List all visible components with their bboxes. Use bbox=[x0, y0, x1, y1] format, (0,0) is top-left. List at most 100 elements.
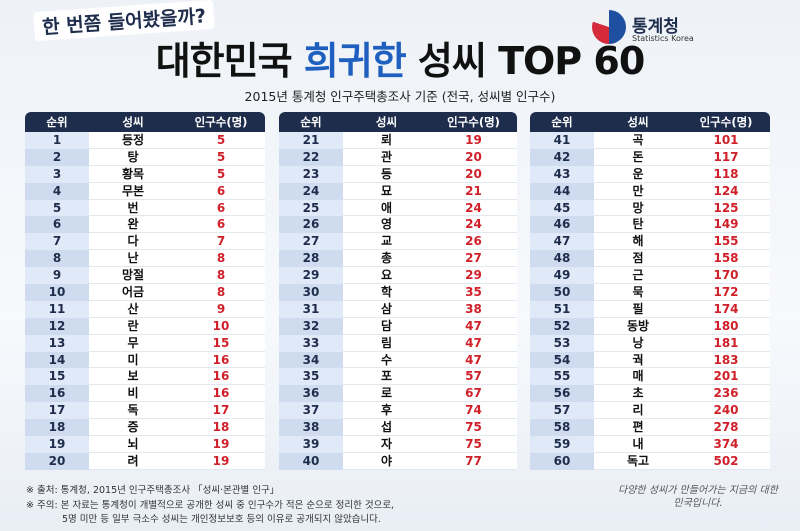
population: 24 bbox=[465, 200, 482, 215]
table-row: 36 로 67 bbox=[279, 385, 517, 403]
rank: 12 bbox=[25, 317, 89, 335]
table-row: 34 수 47 bbox=[279, 351, 517, 369]
rank: 59 bbox=[530, 436, 594, 453]
surname: 동방 bbox=[626, 318, 650, 333]
surname: 황목 bbox=[121, 166, 145, 181]
population: 7 bbox=[216, 234, 226, 249]
rank: 54 bbox=[530, 351, 594, 369]
surname: 궉 bbox=[632, 352, 644, 367]
surname: 곡 bbox=[632, 133, 644, 147]
note: ※ 주의: 본 자료는 통계청이 개별적으로 공개한 성씨 중 인구수가 적은 … bbox=[26, 500, 395, 511]
surname: 관 bbox=[380, 149, 393, 164]
population: 158 bbox=[713, 251, 739, 266]
table-row: 52 동방 180 bbox=[530, 317, 770, 335]
table-row: 7 다 7 bbox=[25, 233, 265, 251]
surname: 낭 bbox=[632, 335, 644, 350]
title: 대한민국 희귀한 성씨 TOP 60 bbox=[0, 30, 800, 85]
rank: 45 bbox=[530, 199, 594, 217]
rank: 15 bbox=[25, 368, 89, 386]
population: 15 bbox=[212, 335, 230, 350]
logo-english: Statistics Korea bbox=[632, 34, 694, 43]
rank: 41 bbox=[530, 132, 594, 149]
rank: 14 bbox=[25, 351, 89, 369]
table-row: 15 보 16 bbox=[25, 368, 265, 386]
rank: 11 bbox=[25, 300, 89, 318]
table-row: 25 애 24 bbox=[279, 199, 517, 217]
rank: 38 bbox=[279, 419, 343, 437]
rank: 16 bbox=[25, 385, 89, 403]
surname: 편 bbox=[632, 420, 644, 435]
population: 170 bbox=[713, 268, 739, 283]
population: 16 bbox=[212, 352, 230, 367]
surname: 보 bbox=[127, 369, 139, 384]
surname: 해 bbox=[632, 234, 644, 249]
surname: 매 bbox=[632, 369, 644, 384]
rank: 20 bbox=[25, 452, 89, 470]
surname: 묵 bbox=[632, 285, 644, 300]
rank: 17 bbox=[25, 402, 89, 420]
table-row: 43 운 118 bbox=[530, 165, 770, 183]
population: 155 bbox=[713, 234, 739, 249]
rank: 37 bbox=[279, 402, 343, 420]
population: 125 bbox=[713, 200, 739, 215]
rank: 52 bbox=[530, 317, 594, 335]
surname: 번 bbox=[127, 200, 139, 215]
population: 47 bbox=[465, 352, 482, 367]
population: 75 bbox=[465, 437, 482, 452]
table-row: 50 묵 172 bbox=[530, 284, 770, 301]
table-row: 41 곡 101 bbox=[530, 132, 770, 149]
surname: 리 bbox=[632, 403, 644, 418]
population: 374 bbox=[713, 437, 739, 452]
table-row: 44 만 124 bbox=[530, 182, 770, 200]
surname: 탕 bbox=[127, 149, 139, 164]
rank: 43 bbox=[530, 165, 594, 183]
population: 18 bbox=[212, 420, 230, 435]
surname: 무 bbox=[127, 335, 139, 350]
table-row: 38 섭 75 bbox=[279, 419, 517, 437]
note: ※ 출처: 통계청, 2015년 인구주택총조사 「성씨·본관별 인구」 bbox=[26, 485, 280, 496]
surname: 어금 bbox=[121, 285, 145, 300]
table-row: 30 학 35 bbox=[279, 284, 517, 301]
table-row: 3 황목 5 bbox=[25, 165, 265, 183]
surname: 내 bbox=[632, 437, 644, 452]
table-row: 18 증 18 bbox=[25, 419, 265, 437]
population: 19 bbox=[212, 453, 230, 468]
population: 8 bbox=[216, 251, 226, 266]
surname: 수 bbox=[380, 352, 393, 367]
table-row: 23 등 20 bbox=[279, 165, 517, 183]
population: 21 bbox=[465, 183, 482, 198]
title-highlight: 희귀한 bbox=[303, 39, 407, 83]
population: 181 bbox=[713, 335, 739, 350]
surname: 야 bbox=[380, 453, 393, 468]
population: 9 bbox=[216, 301, 226, 316]
table-row: 47 해 155 bbox=[530, 233, 770, 251]
table-row: 1 등정 5 bbox=[25, 132, 265, 149]
rank: 26 bbox=[279, 216, 343, 234]
surname: 점 bbox=[632, 251, 644, 266]
population: 35 bbox=[465, 285, 482, 300]
rank: 42 bbox=[530, 148, 594, 166]
rank: 7 bbox=[25, 233, 89, 251]
rank: 36 bbox=[279, 385, 343, 403]
surname: 뇌 bbox=[127, 437, 139, 452]
column-header: 순위 bbox=[46, 115, 68, 129]
rank: 57 bbox=[530, 402, 594, 420]
table-row: 60 독고 502 bbox=[530, 452, 770, 470]
surname: 삼 bbox=[380, 301, 393, 316]
table-row: 48 점 158 bbox=[530, 250, 770, 268]
surname: 무본 bbox=[121, 183, 145, 198]
rank: 13 bbox=[25, 334, 89, 352]
population: 183 bbox=[713, 352, 739, 367]
surname: 완 bbox=[127, 217, 139, 232]
population: 17 bbox=[212, 403, 230, 418]
table-row: 13 무 15 bbox=[25, 334, 265, 352]
rank: 23 bbox=[279, 165, 343, 183]
rank: 10 bbox=[25, 284, 89, 301]
table-row: 24 묘 21 bbox=[279, 182, 517, 200]
rank: 53 bbox=[530, 334, 594, 352]
logo-name: 통계청 bbox=[632, 17, 679, 37]
column-header: 성씨 bbox=[375, 115, 398, 129]
rank: 51 bbox=[530, 300, 594, 318]
rank: 18 bbox=[25, 419, 89, 437]
population: 26 bbox=[465, 234, 482, 249]
